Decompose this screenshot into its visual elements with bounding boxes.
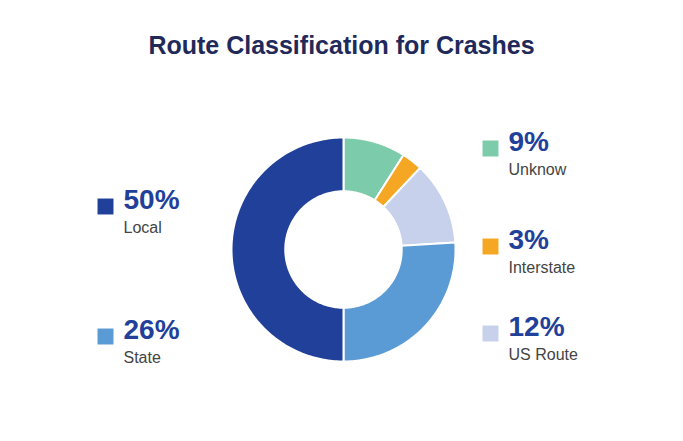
html-text:Route Classification for Crash: Route Classification for Crashes: [148, 31, 535, 59]
svg-text:State: State: [124, 349, 161, 366]
svg-text:12%: 12%: [509, 311, 565, 342]
svg-text:3%: 3%: [509, 224, 550, 255]
svg-text:Local: Local: [124, 219, 162, 236]
svg-text:26%: 26%: [124, 314, 180, 345]
svg-text:Unknow: Unknow: [509, 161, 567, 178]
svg-text:9%: 9%: [509, 126, 550, 157]
svg-text:US Route: US Route: [509, 346, 578, 363]
svg-text:Interstate: Interstate: [509, 259, 576, 276]
svg-text:50%: 50%: [124, 184, 180, 215]
